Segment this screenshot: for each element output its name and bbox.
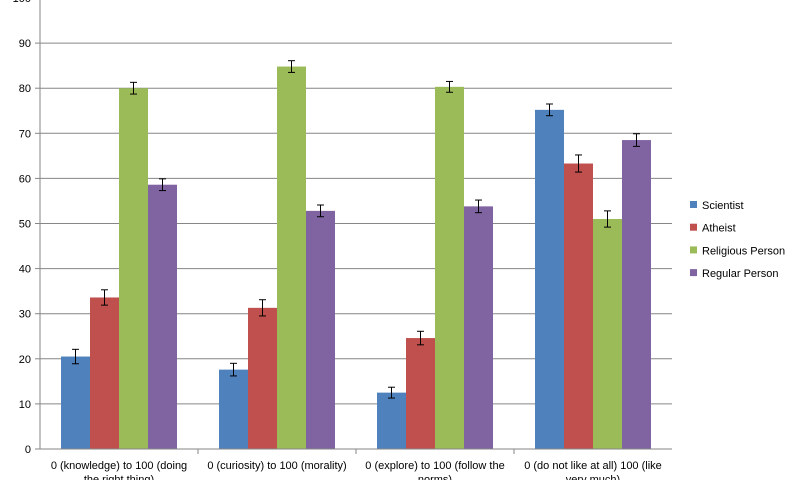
legend: Scientist Atheist Religious Person Regular … [690,200,785,280]
bar-scientist-1 [61,356,90,449]
y-tick-label: 80 [19,83,31,95]
legend-swatch-atheist [690,223,697,231]
bar-religious-person-4 [593,218,622,449]
bar-regular-person-4 [622,140,651,449]
y-tick-label: 50 [19,219,31,231]
bar-religious-person-1 [119,88,148,449]
bar-regular-person-2 [306,210,335,449]
legend-label: Atheist [702,223,736,235]
legend-label: Religious Person [702,245,785,257]
category-label: 0 (do not like at all) 100 (like [524,460,662,472]
y-tick-label: 60 [19,173,31,185]
legend-label: Scientist [702,200,744,212]
category-labels: 0 (knowledge) to 100 (doing the right thi… [51,460,662,485]
bar-atheist-2 [248,307,277,449]
legend-label: Regular Person [702,268,778,280]
y-tick-label: 0 [25,444,31,456]
category-label: very much) [566,474,620,480]
bar-scientist-3 [377,392,406,449]
category-label: 0 (knowledge) to 100 (doing [51,460,187,472]
error-bars [72,60,640,399]
bar-scientist-4 [535,109,564,450]
category-label: norms) [418,474,452,480]
bar-scientist-2 [219,369,248,449]
bar-atheist-1 [90,297,119,449]
legend-swatch-regular-person [690,269,697,277]
bars [61,66,651,450]
y-axis-ticks: 0 10 20 30 40 50 60 70 80 90 100 [13,0,40,456]
y-tick-label: 10 [19,399,31,411]
category-label: the right thing) [84,474,154,480]
bar-religious-person-3 [435,86,464,450]
legend-swatch-religious-person [690,246,697,254]
y-tick-label: 20 [19,354,31,366]
bar-atheist-4 [564,163,593,449]
bar-regular-person-1 [148,184,177,450]
y-tick-label: 30 [19,309,31,321]
y-tick-label: 40 [19,264,31,276]
bar-atheist-3 [406,338,435,449]
legend-swatch-scientist [690,201,697,208]
axes [39,0,672,454]
category-label: 0 (curiosity) to 100 (morality) [207,460,346,472]
bar-regular-person-3 [464,206,493,449]
y-tick-label: 70 [19,128,31,140]
y-tick-label: 90 [19,38,31,50]
y-tick-label: 100 [13,0,31,5]
category-label: 0 (explore) to 100 (follow the [365,460,504,472]
bar-religious-person-2 [277,66,306,449]
